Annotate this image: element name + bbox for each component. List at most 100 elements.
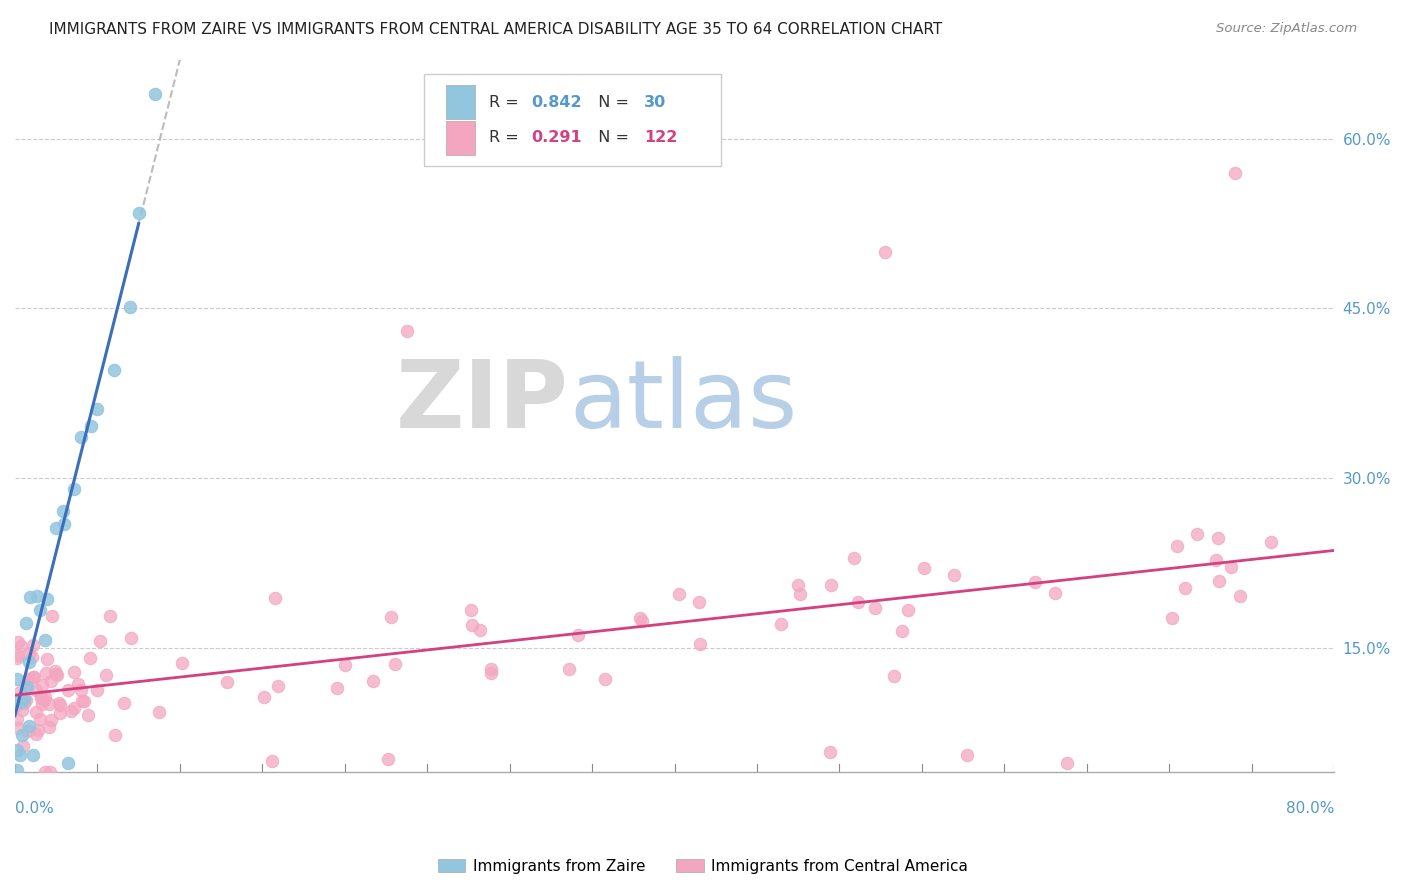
Point [63,665,86,680]
Point [45,521,67,535]
Point [17,672,39,686]
Point [30,691,52,706]
Point [10,729,32,743]
Point [260,754,283,768]
Point [22,670,45,684]
Point [15,678,38,692]
Point [38,697,60,711]
Text: N =: N = [588,95,634,110]
Point [820,578,842,592]
Point [897,603,920,617]
Point [1205,552,1227,566]
Point [8,747,31,762]
Text: 122: 122 [644,130,678,145]
Point [1208,574,1230,588]
Point [94,667,117,681]
Point [688,594,710,608]
Point [73,694,96,708]
Point [63,482,86,496]
Point [53,516,76,531]
Point [13,739,35,753]
Point [77,707,100,722]
Point [22,670,45,684]
Point [44,664,66,678]
Point [148,705,170,719]
Point [28,712,51,726]
Point [10,702,32,716]
Point [103,363,125,377]
Text: R =: R = [488,130,523,145]
Point [41,609,63,624]
Point [1166,539,1188,553]
Text: R =: R = [488,95,523,110]
Point [51,504,73,518]
Point [17,723,39,738]
Point [848,595,870,609]
Text: N =: N = [588,130,634,145]
Point [31,678,53,692]
Point [769,617,792,632]
Point [172,656,194,670]
Point [912,561,935,575]
Point [380,610,402,624]
Point [30,603,52,617]
Point [67,677,90,691]
Text: ZIP: ZIP [396,356,569,448]
Point [17,646,39,660]
Point [120,301,142,315]
Point [79,419,101,434]
Point [267,679,290,693]
Point [39,673,62,688]
Point [1223,166,1246,180]
Point [460,602,482,616]
Point [48,698,70,713]
Point [6,698,28,712]
Point [6,743,28,757]
Point [70,694,93,708]
Point [34,632,56,647]
Point [689,637,711,651]
Point [20,591,42,605]
Point [89,634,111,648]
Point [27,723,49,737]
Text: 0.842: 0.842 [531,95,582,110]
Point [86,401,108,416]
Point [8,696,31,710]
Point [15,680,38,694]
Bar [446,121,475,155]
Point [27,590,49,604]
Point [1161,611,1184,625]
Point [6,694,28,708]
Point [1056,756,1078,770]
Bar [446,86,475,120]
Point [34,690,56,705]
Point [668,587,690,601]
Point [48,696,70,710]
Point [395,324,418,338]
Legend: Immigrants from Zaire, Immigrants from Central America: Immigrants from Zaire, Immigrants from C… [432,853,974,880]
Point [38,765,60,780]
Point [38,720,60,734]
Point [628,611,651,625]
Point [470,623,492,637]
Point [377,751,399,765]
Point [333,657,356,672]
Text: 0.0%: 0.0% [15,801,53,815]
Point [593,673,616,687]
Point [112,696,135,710]
Point [25,726,48,740]
Point [21,639,44,653]
Point [39,713,62,727]
Text: atlas: atlas [569,356,797,448]
Point [128,206,150,220]
Point [789,587,811,601]
Point [25,706,48,720]
Point [15,616,38,631]
Point [17,655,39,669]
Point [56,756,79,770]
Point [17,719,39,733]
Point [37,592,59,607]
Point [865,601,887,615]
Text: IMMIGRANTS FROM ZAIRE VS IMMIGRANTS FROM CENTRAL AMERICA DISABILITY AGE 35 TO 64: IMMIGRANTS FROM ZAIRE VS IMMIGRANTS FROM… [49,22,942,37]
Point [890,624,912,638]
